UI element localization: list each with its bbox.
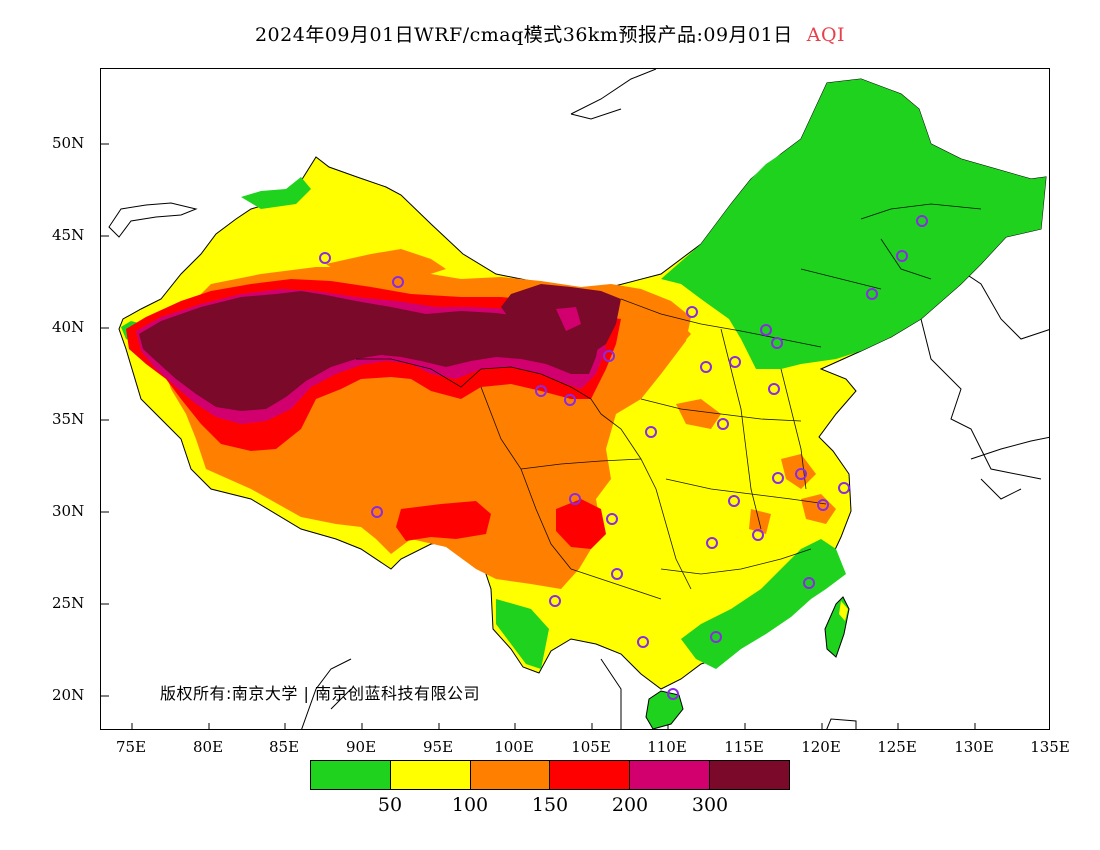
copyright-notice: 版权所有:南京大学 | 南京创蓝科技有限公司 [160,684,480,703]
lat-tick-label: 50N [52,134,85,152]
lon-tick-label: 80E [192,738,224,756]
lon-tick-label: 85E [268,738,300,756]
station-marker [729,356,741,368]
map-title: 2024年09月01日WRF/cmaq模式36km预报产品:09月01日 AQI [0,20,1100,47]
legend-swatch-very-unhealthy [630,761,711,789]
station-marker [795,468,807,480]
map-plot-area [100,68,1050,730]
station-marker [772,472,784,484]
axis-ticks [101,143,976,729]
station-marker [752,529,764,541]
station-marker [768,383,780,395]
region-green-southeast [681,539,846,669]
station-marker [564,394,576,406]
legend-swatch-usg [470,761,551,789]
legend-label: 50 [377,794,403,816]
station-marker [611,568,623,580]
station-marker [549,595,561,607]
station-marker [371,506,383,518]
lon-tick-label: 135E [1030,738,1070,756]
legend-label: 100 [451,794,489,816]
region-hazardous [139,291,601,411]
lon-tick-label: 105E [571,738,611,756]
station-marker [771,337,783,349]
station-marker [866,288,878,300]
station-marker [916,215,928,227]
station-marker [645,426,657,438]
station-marker [319,252,331,264]
station-marker [667,688,679,700]
region-green-taiwan [824,596,850,658]
station-markers [319,215,928,700]
legend-label: 200 [611,794,649,816]
station-marker [535,385,547,397]
lon-tick-label: 75E [115,738,147,756]
lat-tick-label: 45N [52,226,85,244]
station-marker [700,361,712,373]
lon-tick-label: 95E [422,738,454,756]
region-green-hainan [645,690,684,729]
station-marker [728,495,740,507]
station-marker [803,577,815,589]
station-marker [606,513,618,525]
title-variable: AQI [806,24,846,46]
lon-tick-label: 130E [954,738,994,756]
lon-tick-label: 90E [345,738,377,756]
region-green-northeast [661,79,1046,369]
legend-swatch-good [311,761,391,789]
aqi-map [101,69,1049,729]
station-marker [760,324,772,336]
station-marker [817,499,829,511]
lon-tick-label: 100E [494,738,534,756]
lat-tick-label: 35N [52,410,85,428]
station-marker [603,350,615,362]
station-marker [706,537,718,549]
station-marker [392,276,404,288]
station-marker [710,631,722,643]
title-main: 2024年09月01日WRF/cmaq模式36km预报产品:09月01日 [254,24,793,46]
station-marker [569,493,581,505]
legend-label: 150 [531,794,569,816]
legend-swatch-hazardous [710,761,789,789]
lon-tick-label: 115E [724,738,764,756]
station-marker [896,250,908,262]
legend-swatch-unhealthy [550,761,631,789]
coastlines [108,69,1049,729]
station-marker [717,418,729,430]
station-marker [686,306,698,318]
lon-tick-label: 110E [647,738,687,756]
aqi-legend [310,760,790,790]
lat-tick-label: 40N [52,318,85,336]
legend-label: 300 [691,794,729,816]
lon-tick-label: 125E [877,738,917,756]
lat-tick-label: 25N [52,594,85,612]
legend-swatch-moderate [390,761,471,789]
aqi-fill [118,78,1047,729]
lon-tick-label: 120E [801,738,841,756]
station-marker [637,636,649,648]
station-marker [838,482,850,494]
lat-tick-label: 20N [52,686,85,704]
lat-tick-label: 30N [52,502,85,520]
